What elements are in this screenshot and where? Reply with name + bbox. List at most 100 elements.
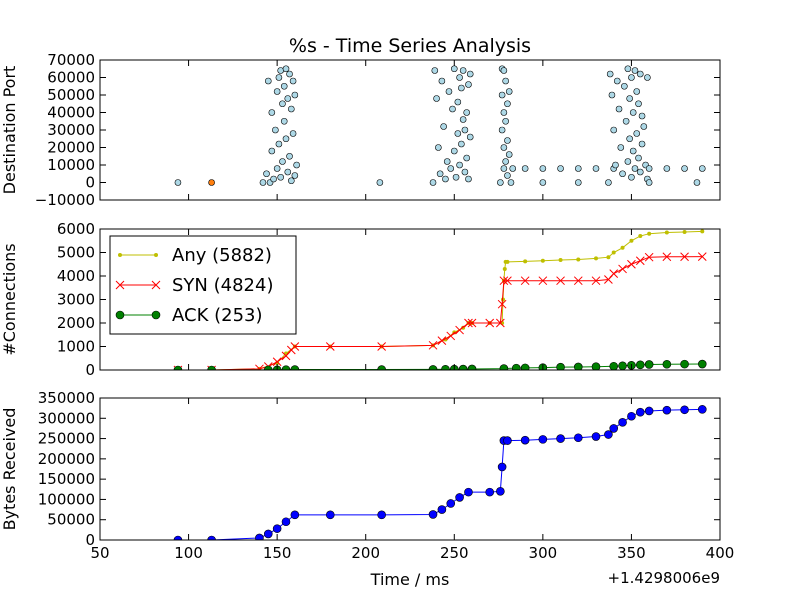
series-marker bbox=[609, 269, 619, 279]
series-marker bbox=[682, 230, 687, 235]
scatter-point bbox=[277, 173, 284, 181]
scatter-point bbox=[429, 179, 437, 186]
x-tick-label: 100 bbox=[174, 544, 203, 562]
series-marker bbox=[446, 499, 456, 508]
scatter-point bbox=[450, 147, 458, 155]
series-marker bbox=[272, 357, 282, 367]
scatter-point bbox=[638, 140, 646, 148]
scatter-point bbox=[574, 165, 582, 172]
axes-frame bbox=[99, 59, 721, 201]
series-marker bbox=[455, 325, 464, 335]
scatter-point bbox=[456, 161, 463, 169]
series-marker bbox=[638, 234, 643, 239]
scatter-point bbox=[633, 88, 641, 95]
scatter-point bbox=[608, 91, 616, 99]
series-marker bbox=[644, 406, 654, 416]
scatter-point bbox=[284, 168, 292, 176]
series-marker bbox=[635, 360, 645, 370]
series-marker bbox=[540, 258, 545, 263]
series-marker bbox=[325, 342, 335, 351]
scatter-point bbox=[635, 154, 642, 162]
scatter-point bbox=[613, 77, 621, 85]
series-marker bbox=[573, 433, 583, 443]
scatter-point bbox=[449, 105, 456, 113]
scatter-point bbox=[458, 84, 465, 92]
scatter-point bbox=[275, 140, 283, 148]
series-marker bbox=[467, 318, 477, 328]
series-marker bbox=[281, 517, 291, 527]
scatter-point bbox=[279, 158, 286, 165]
scatter-point bbox=[500, 144, 508, 151]
series-marker bbox=[573, 276, 583, 286]
scatter-point bbox=[459, 67, 467, 74]
series-marker bbox=[520, 435, 530, 445]
scatter-point bbox=[507, 179, 515, 186]
scatter-point bbox=[521, 165, 529, 172]
scatter-point bbox=[621, 82, 628, 90]
series-marker bbox=[556, 434, 565, 443]
series-marker bbox=[485, 487, 495, 497]
scatter-point bbox=[450, 65, 458, 73]
scatter-point bbox=[452, 173, 460, 181]
scatter-point bbox=[442, 175, 449, 183]
y-tick-label: 0 bbox=[85, 531, 95, 549]
scatter-point bbox=[502, 77, 509, 85]
scatter-point bbox=[500, 165, 508, 172]
scatter-point bbox=[465, 81, 472, 88]
series-marker bbox=[467, 364, 477, 370]
series-marker bbox=[441, 364, 450, 370]
series-marker bbox=[207, 535, 216, 540]
scatter-point bbox=[208, 179, 215, 186]
scatter-point bbox=[291, 91, 299, 99]
series-marker bbox=[558, 258, 563, 263]
series-marker bbox=[455, 493, 464, 502]
series-marker bbox=[502, 266, 507, 271]
series-marker bbox=[495, 318, 505, 328]
series-marker bbox=[499, 276, 509, 286]
series-marker bbox=[255, 533, 264, 540]
scatter-point bbox=[631, 67, 639, 74]
scatter-point bbox=[622, 117, 630, 125]
series-marker bbox=[573, 362, 583, 370]
scatter-point bbox=[445, 88, 453, 95]
series-marker bbox=[428, 340, 438, 350]
series-marker bbox=[662, 405, 672, 415]
legend-swatch-marker bbox=[151, 310, 161, 320]
scatter-point bbox=[606, 70, 614, 78]
series-marker bbox=[662, 252, 672, 262]
scatter-point bbox=[500, 109, 508, 116]
scatter-point bbox=[454, 130, 462, 137]
scatter-point bbox=[270, 175, 277, 183]
series-marker bbox=[680, 405, 689, 415]
legend-swatch-marker bbox=[115, 310, 125, 320]
series-marker bbox=[437, 336, 447, 345]
series-marker bbox=[591, 432, 601, 441]
y-axis-label: Destination Port bbox=[0, 66, 19, 195]
scatter-point bbox=[466, 133, 474, 141]
series-marker bbox=[173, 535, 183, 540]
scatter-point bbox=[284, 95, 292, 102]
scatter-point bbox=[174, 179, 182, 186]
series-marker bbox=[464, 487, 473, 497]
series-marker bbox=[377, 342, 387, 351]
series-marker bbox=[556, 362, 565, 370]
y-tick-label: 150000 bbox=[38, 470, 95, 488]
series-marker bbox=[697, 359, 707, 369]
scatter-point bbox=[504, 137, 511, 144]
y-tick-label: 50000 bbox=[47, 511, 95, 529]
scatter-point bbox=[282, 65, 290, 73]
x-tick-label: 300 bbox=[529, 544, 558, 562]
y-tick-label: 0 bbox=[85, 174, 95, 192]
scatter-point bbox=[615, 105, 623, 113]
y-tick-label: 350000 bbox=[38, 389, 95, 407]
scatter-point bbox=[498, 126, 506, 134]
legend-swatch-marker bbox=[154, 253, 158, 257]
series-marker bbox=[609, 424, 619, 433]
series-marker bbox=[591, 362, 601, 370]
series-marker bbox=[496, 487, 505, 496]
legend-label: SYN (4824) bbox=[172, 275, 273, 296]
series-marker bbox=[635, 256, 645, 266]
scatter-point bbox=[273, 88, 281, 95]
scatter-point bbox=[440, 123, 447, 130]
scatter-point bbox=[645, 179, 653, 186]
